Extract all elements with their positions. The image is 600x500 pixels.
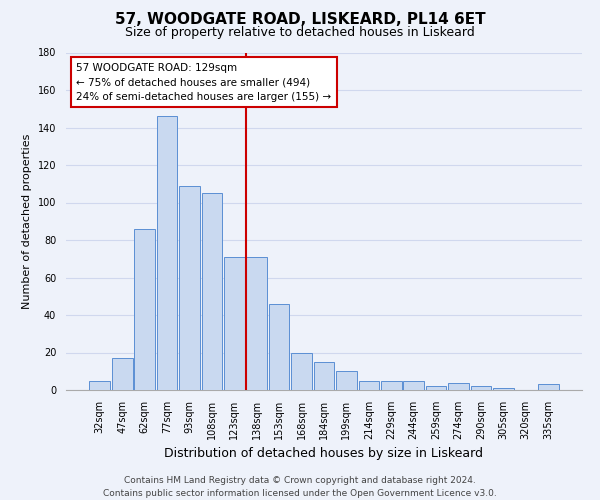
Bar (269, 304, 289, 390)
Text: Size of property relative to detached houses in Liskeard: Size of property relative to detached ho… (125, 26, 475, 39)
Bar (314, 362, 334, 390)
Y-axis label: Number of detached properties: Number of detached properties (22, 134, 32, 309)
Bar (336, 371, 357, 390)
Bar (112, 358, 133, 390)
Bar (247, 257, 267, 390)
Bar (403, 380, 424, 390)
Bar (359, 380, 379, 390)
Bar (381, 380, 401, 390)
X-axis label: Distribution of detached houses by size in Liskeard: Distribution of detached houses by size … (164, 448, 484, 460)
Bar (448, 382, 469, 390)
Bar (179, 186, 200, 390)
Bar (202, 193, 222, 390)
Text: 57 WOODGATE ROAD: 129sqm
← 75% of detached houses are smaller (494)
24% of semi-: 57 WOODGATE ROAD: 129sqm ← 75% of detach… (76, 62, 331, 102)
Bar (493, 388, 514, 390)
Bar (224, 257, 245, 390)
Text: Contains HM Land Registry data © Crown copyright and database right 2024.
Contai: Contains HM Land Registry data © Crown c… (103, 476, 497, 498)
Bar (291, 352, 312, 390)
Bar (89, 380, 110, 390)
Bar (538, 384, 559, 390)
Bar (426, 386, 446, 390)
Bar (470, 386, 491, 390)
Bar (134, 229, 155, 390)
Text: 57, WOODGATE ROAD, LISKEARD, PL14 6ET: 57, WOODGATE ROAD, LISKEARD, PL14 6ET (115, 12, 485, 28)
Bar (157, 116, 178, 390)
